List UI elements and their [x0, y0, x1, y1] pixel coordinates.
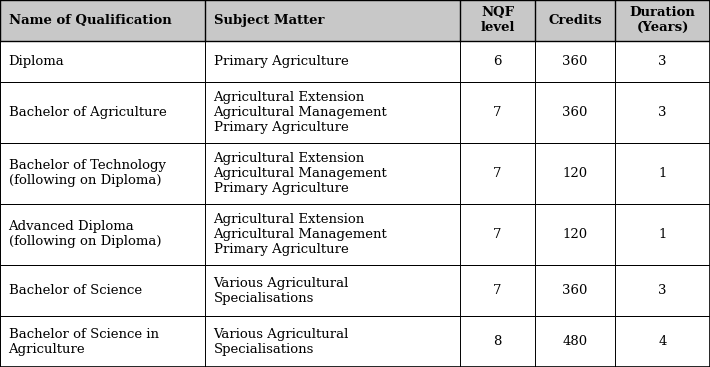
Text: Agricultural Extension
Agricultural Management
Primary Agriculture: Agricultural Extension Agricultural Mana… [214, 152, 387, 195]
Text: Bachelor of Science: Bachelor of Science [9, 284, 142, 297]
Text: Subject Matter: Subject Matter [214, 14, 324, 27]
Text: Advanced Diploma
(following on Diploma): Advanced Diploma (following on Diploma) [9, 221, 161, 248]
Bar [0, 41, 710, 81]
Text: Credits: Credits [548, 14, 602, 27]
Text: Various Agricultural
Specialisations: Various Agricultural Specialisations [214, 327, 349, 356]
Text: 360: 360 [562, 106, 588, 119]
Text: 480: 480 [562, 335, 588, 348]
Text: Agricultural Extension
Agricultural Management
Primary Agriculture: Agricultural Extension Agricultural Mana… [214, 213, 387, 256]
Text: 4: 4 [658, 335, 667, 348]
Bar [0, 143, 710, 204]
Text: Diploma: Diploma [9, 55, 65, 68]
Text: 120: 120 [562, 167, 588, 180]
Text: 7: 7 [493, 167, 502, 180]
Text: 7: 7 [493, 106, 502, 119]
Bar [0, 204, 710, 265]
Text: 1: 1 [658, 228, 667, 241]
Text: Various Agricultural
Specialisations: Various Agricultural Specialisations [214, 277, 349, 305]
Text: 8: 8 [493, 335, 502, 348]
Text: Name of Qualification: Name of Qualification [9, 14, 171, 27]
Text: 1: 1 [658, 167, 667, 180]
Text: Bachelor of Science in
Agriculture: Bachelor of Science in Agriculture [9, 327, 158, 356]
Text: 360: 360 [562, 284, 588, 297]
Text: Agricultural Extension
Agricultural Management
Primary Agriculture: Agricultural Extension Agricultural Mana… [214, 91, 387, 134]
Text: 6: 6 [493, 55, 502, 68]
Text: Bachelor of Agriculture: Bachelor of Agriculture [9, 106, 166, 119]
Text: Duration
(Years): Duration (Years) [630, 6, 695, 34]
Bar [0, 265, 710, 316]
Text: 3: 3 [658, 284, 667, 297]
Bar [0, 81, 710, 143]
Text: Bachelor of Technology
(following on Diploma): Bachelor of Technology (following on Dip… [9, 159, 165, 187]
Text: NQF
level: NQF level [480, 6, 515, 34]
Text: Primary Agriculture: Primary Agriculture [214, 55, 349, 68]
Text: 360: 360 [562, 55, 588, 68]
Text: 7: 7 [493, 228, 502, 241]
Text: 120: 120 [562, 228, 588, 241]
Text: 3: 3 [658, 106, 667, 119]
Bar [0, 316, 710, 367]
Text: 7: 7 [493, 284, 502, 297]
Text: 3: 3 [658, 55, 667, 68]
Bar [0, 0, 710, 41]
